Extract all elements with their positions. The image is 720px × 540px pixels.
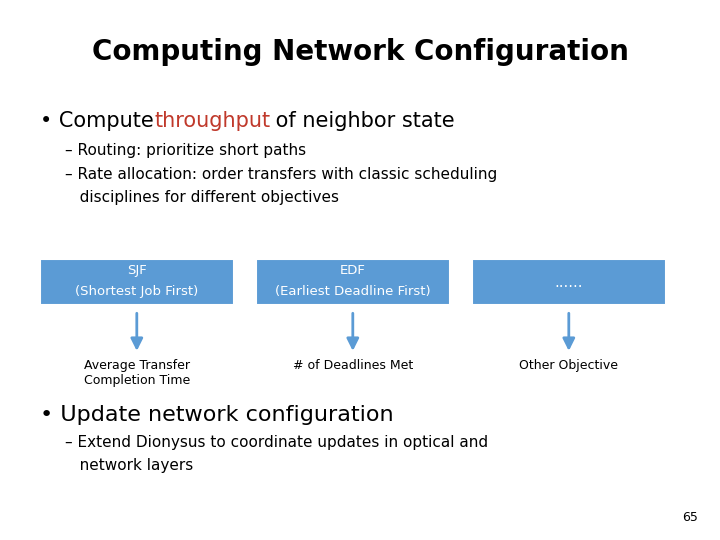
Text: # of Deadlines Met: # of Deadlines Met xyxy=(292,359,413,372)
Text: 65: 65 xyxy=(683,511,698,524)
Text: (Shortest Job First): (Shortest Job First) xyxy=(75,285,199,299)
Text: ......: ...... xyxy=(554,275,583,289)
Text: of neighbor state: of neighbor state xyxy=(269,111,454,131)
Text: Other Objective: Other Objective xyxy=(519,359,618,372)
Text: Computing Network Configuration: Computing Network Configuration xyxy=(91,38,629,66)
Text: SJF: SJF xyxy=(127,264,147,277)
Text: EDF: EDF xyxy=(340,264,366,277)
Text: – Extend Dionysus to coordinate updates in optical and: – Extend Dionysus to coordinate updates … xyxy=(65,435,488,450)
Text: • Compute: • Compute xyxy=(40,111,160,131)
Text: • Update network configuration: • Update network configuration xyxy=(40,405,393,425)
Text: (Earliest Deadline First): (Earliest Deadline First) xyxy=(275,285,431,299)
Text: Average Transfer
Completion Time: Average Transfer Completion Time xyxy=(84,359,190,387)
Text: – Rate allocation: order transfers with classic scheduling: – Rate allocation: order transfers with … xyxy=(65,167,497,183)
Text: throughput: throughput xyxy=(154,111,270,131)
Text: disciplines for different objectives: disciplines for different objectives xyxy=(65,190,339,205)
Text: network layers: network layers xyxy=(65,458,193,473)
Text: – Routing: prioritize short paths: – Routing: prioritize short paths xyxy=(65,143,306,158)
